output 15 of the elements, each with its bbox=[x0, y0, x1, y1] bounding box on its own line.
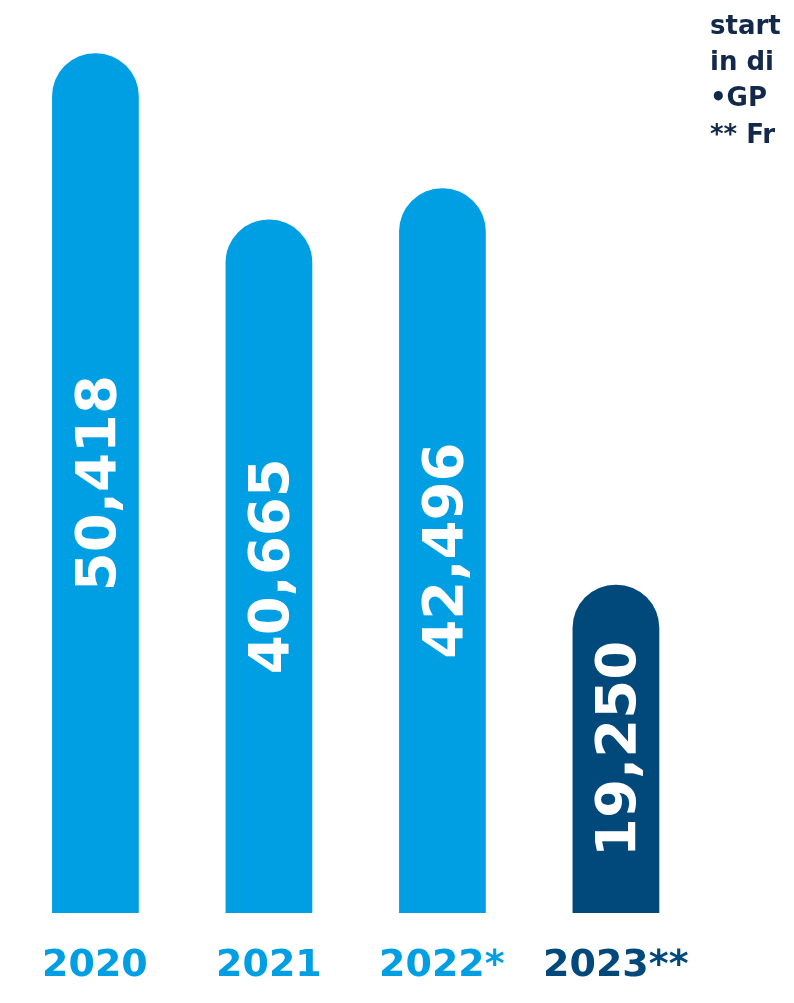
data-label: 50,418 bbox=[62, 375, 128, 592]
text: •GP bbox=[710, 82, 768, 112]
x-tick-label: 2020 bbox=[42, 941, 148, 985]
text: start bbox=[710, 10, 781, 40]
x-tick-label: 2022* bbox=[379, 941, 505, 985]
bar bbox=[399, 188, 486, 913]
x-tick-label: 2023** bbox=[543, 941, 689, 985]
bar bbox=[52, 53, 139, 913]
bar bbox=[225, 219, 313, 913]
x-tick-label: 2021 bbox=[216, 941, 322, 985]
data-label: 40,665 bbox=[236, 458, 302, 675]
data-label: 42,496 bbox=[409, 442, 475, 659]
data-label: 19,250 bbox=[583, 640, 649, 857]
text: ** Fr bbox=[710, 119, 776, 149]
text: in di bbox=[710, 46, 774, 76]
